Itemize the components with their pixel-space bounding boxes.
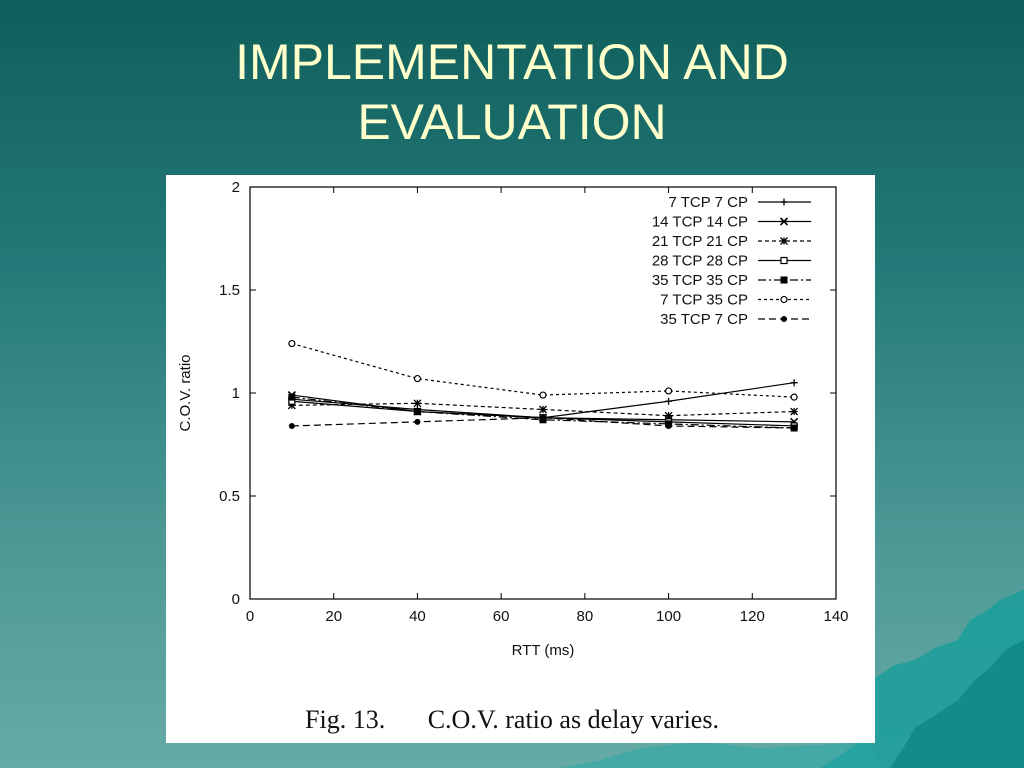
x-tick-label: 40 [409, 608, 426, 625]
y-tick-label: 2 [232, 179, 240, 196]
data-point [539, 391, 547, 399]
figure-caption: Fig. 13. C.O.V. ratio as delay varies. [0, 705, 1024, 735]
slide-title-line-1: IMPLEMENTATION AND [235, 34, 789, 90]
x-tick-label: 100 [656, 608, 681, 625]
y-tick-label: 1.5 [219, 282, 240, 299]
legend-label: 7 TCP 35 CP [660, 292, 748, 309]
legend-label: 28 TCP 28 CP [652, 253, 748, 270]
data-point [414, 418, 421, 425]
data-point [413, 408, 421, 416]
x-tick-label: 20 [325, 608, 342, 625]
line-chart: 0 20 40 60 80 100 120 140 0 0.5 1 1.5 2 RTT (ms) C.O.V… [177, 179, 849, 659]
data-point [790, 379, 798, 387]
slide-title-line-2: EVALUATION [357, 94, 667, 150]
x-tick-label: 60 [493, 608, 510, 625]
x-axis-label: RTT (ms) [512, 642, 575, 659]
series-path [291, 342, 795, 398]
x-tick-label: 120 [740, 608, 765, 625]
series-line [287, 399, 799, 420]
legend-entry: 35 TCP 35 CP [652, 272, 811, 289]
legend-entry: 21 TCP 21 CP [652, 233, 811, 250]
legend-entry: 7 TCP 35 CP [660, 292, 811, 309]
y-tick-label: 1 [232, 385, 240, 402]
data-point [791, 425, 798, 432]
data-point [413, 374, 422, 383]
legend-entry: 14 TCP 14 CP [652, 214, 811, 231]
data-point [780, 256, 788, 265]
data-point [779, 217, 789, 226]
legend-label: 21 TCP 21 CP [652, 233, 748, 250]
data-point [790, 407, 799, 416]
legend-label: 14 TCP 14 CP [652, 214, 748, 231]
data-point [539, 405, 547, 414]
legend-entry: 35 TCP 7 CP [660, 311, 811, 328]
legend-label: 35 TCP 35 CP [652, 272, 748, 289]
data-point [288, 422, 295, 429]
data-point [288, 393, 296, 401]
data-point [780, 198, 788, 206]
x-tick-label: 140 [823, 608, 848, 625]
legend-entry: 7 TCP 7 CP [669, 194, 811, 211]
chart-series [287, 339, 799, 432]
data-point [790, 393, 798, 401]
legend-label: 35 TCP 7 CP [660, 311, 748, 328]
data-point [780, 295, 788, 304]
legend-entry: 28 TCP 28 CP [652, 253, 811, 270]
data-point [413, 399, 422, 408]
y-tick-label: 0.5 [219, 488, 240, 505]
chart-legend: 7 TCP 7 CP 14 TCP 14 CP 21 TCP 21 CP 28 TCP… [652, 194, 811, 328]
data-point [780, 276, 788, 284]
data-point [664, 387, 673, 395]
series-line [288, 339, 798, 401]
data-point [540, 414, 546, 421]
data-point [665, 397, 673, 405]
x-tick-label: 0 [246, 608, 254, 625]
chart-axes: 0 20 40 60 80 100 120 140 0 0.5 1 1.5 2 RTT (ms) C.O.V… [177, 179, 849, 659]
y-tick-label: 0 [232, 591, 240, 608]
data-point [665, 422, 672, 429]
slide-title: IMPLEMENTATION AND EVALUATION [0, 32, 1024, 152]
y-axis-label: C.O.V. ratio [177, 355, 194, 432]
caption-text: C.O.V. ratio as delay varies. [427, 705, 719, 734]
data-point [287, 401, 296, 410]
series-path [291, 417, 795, 429]
data-point [664, 411, 673, 420]
x-tick-label: 80 [577, 608, 594, 625]
data-point [288, 339, 296, 348]
caption-figure-number: Fig. 13. [305, 705, 386, 734]
data-point [781, 316, 787, 322]
data-point [780, 237, 788, 245]
series-line [288, 414, 798, 432]
figure-panel: 0 20 40 60 80 100 120 140 0 0.5 1 1.5 2 RTT (ms) C.O.V… [166, 175, 875, 743]
legend-label: 7 TCP 7 CP [669, 194, 748, 211]
